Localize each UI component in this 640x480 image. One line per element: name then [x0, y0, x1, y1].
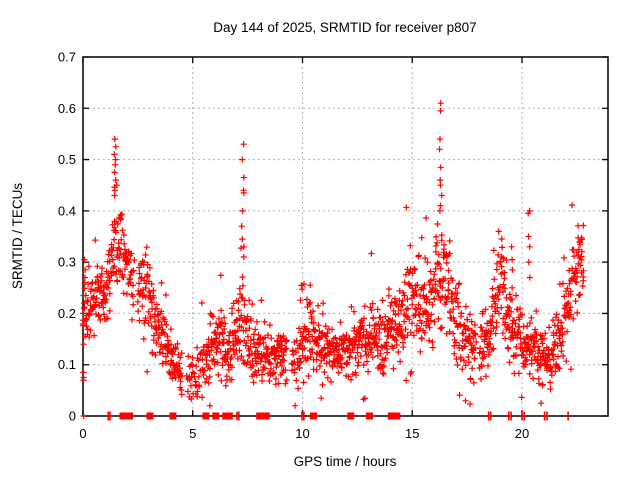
zero-value-tick-marker — [301, 411, 303, 421]
zero-value-tick-marker — [567, 411, 569, 421]
zero-value-square-marker — [222, 412, 230, 420]
plot-border — [82, 56, 609, 417]
zero-value-square-marker — [365, 412, 373, 420]
zero-value-square-marker — [347, 412, 355, 420]
srmtid-point-markers — [79, 100, 587, 420]
zero-value-tick-marker — [236, 411, 238, 421]
zero-value-tick-marker — [546, 411, 548, 421]
y-tick-label: 0.2 — [58, 306, 76, 321]
zero-value-square-marker — [393, 412, 401, 420]
zero-value-square-marker — [262, 412, 270, 420]
y-tick-label: 0.7 — [58, 50, 76, 65]
x-tick-label: 15 — [405, 426, 419, 441]
zero-value-square-marker — [225, 412, 233, 420]
zero-value-square-marker — [126, 412, 134, 420]
y-axis-label: SRMTID / TECUs — [10, 183, 25, 290]
y-tick-label: 0.1 — [58, 357, 76, 372]
y-tick-label: 0 — [69, 409, 76, 424]
x-tick-label: 5 — [189, 426, 196, 441]
zero-value-tick-marker — [109, 411, 111, 421]
zero-value-tick-marker — [489, 411, 492, 421]
x-tick-label: 10 — [295, 426, 309, 441]
y-tick-label: 0.6 — [58, 101, 76, 116]
zero-value-square-marker — [202, 412, 210, 420]
zero-value-tick-marker — [238, 411, 240, 421]
zero-value-tick-marker — [487, 411, 490, 421]
chart-title: Day 144 of 2025, SRMTID for receiver p80… — [213, 20, 476, 35]
zero-value-tick-marker — [543, 411, 546, 421]
data-points — [79, 100, 587, 420]
zero-value-tick-marker — [508, 411, 510, 421]
zero-value-square-marker — [309, 412, 317, 420]
y-tick-label: 0.4 — [58, 203, 76, 218]
zero-value-tick-marker — [303, 411, 305, 421]
zero-value-square-marker — [169, 412, 177, 420]
zero-value-tick-marker — [510, 411, 512, 421]
zero-value-square-marker — [146, 412, 154, 420]
zero-value-square-marker — [212, 412, 220, 420]
tick-labels: 0 5 10 15 20 0 0.1 0.2 0.3 0.4 0.5 0.6 0.7 — [58, 50, 529, 442]
zero-value-tick-marker — [523, 411, 525, 421]
zero-value-tick-marker — [521, 411, 523, 421]
x-axis-label: GPS time / hours — [294, 454, 397, 469]
x-tick-label: 0 — [79, 426, 86, 441]
zero-line-markers — [107, 411, 569, 421]
y-tick-label: 0.3 — [58, 255, 76, 270]
x-tick-label: 20 — [515, 426, 529, 441]
y-tick-label: 0.5 — [58, 152, 76, 167]
zero-value-tick-marker — [107, 411, 110, 421]
zero-value-square-marker — [387, 412, 395, 420]
zero-value-square-marker — [122, 412, 130, 420]
